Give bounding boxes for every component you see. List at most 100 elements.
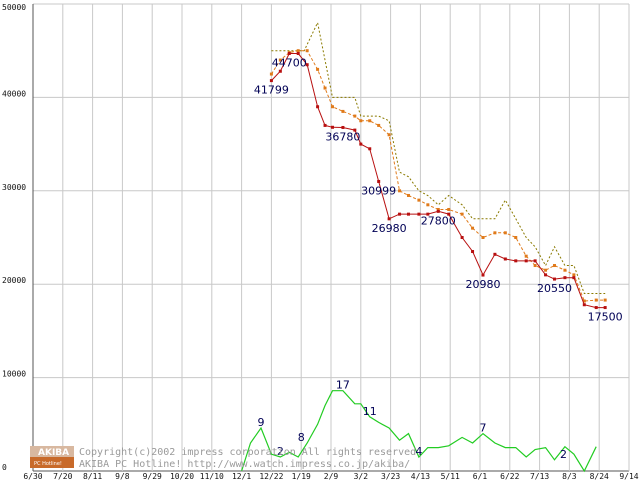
series-avg-point bbox=[447, 207, 451, 211]
series-low-line bbox=[271, 53, 606, 309]
x-tick-label: 12/22 bbox=[259, 472, 283, 480]
series-low-point bbox=[368, 147, 372, 151]
series-low-point bbox=[330, 125, 334, 129]
x-tick-label: 3/23 bbox=[381, 472, 400, 480]
shop-count-label: 8 bbox=[298, 431, 305, 444]
x-tick-label: 12/1 bbox=[232, 472, 251, 480]
x-tick-label: 3/2 bbox=[354, 472, 369, 480]
series-avg-point bbox=[377, 123, 381, 127]
series-low-point bbox=[387, 217, 391, 221]
price-label: 27800 bbox=[421, 214, 456, 227]
series-avg-point bbox=[278, 58, 282, 62]
series-low-point bbox=[514, 259, 518, 263]
price-label: 17500 bbox=[588, 311, 623, 324]
series-low-point bbox=[481, 273, 485, 277]
site-url-text: AKIBA PC Hotline! http://www.watch.impre… bbox=[79, 459, 410, 470]
x-tick-label: 6/1 bbox=[473, 472, 488, 480]
series-lines bbox=[241, 21, 607, 473]
series-low-point bbox=[524, 259, 528, 263]
price-label: 26980 bbox=[372, 222, 407, 235]
y-tick-label: 20000 bbox=[2, 276, 26, 285]
series-avg-point bbox=[330, 105, 334, 109]
x-tick-label: 9/29 bbox=[143, 472, 162, 480]
price-label: 36780 bbox=[325, 130, 360, 143]
series-low-point bbox=[582, 303, 586, 307]
series-avg-point bbox=[406, 193, 410, 197]
series-avg-point bbox=[417, 198, 421, 202]
series-avg-point bbox=[594, 298, 598, 302]
series-avg-point bbox=[269, 72, 273, 76]
series-low-point bbox=[287, 52, 291, 56]
series-avg-line bbox=[270, 50, 606, 302]
series-low-point bbox=[417, 212, 421, 216]
x-axis-ticks: 6/30 7/20 8/11 9/8 9/29 10/20 11/10 12/1 12/22 1/… bbox=[23, 472, 638, 480]
series-low-point bbox=[572, 276, 576, 280]
series-avg-point bbox=[426, 203, 430, 207]
y-tick-label: 0 bbox=[2, 463, 7, 472]
series-avg-point bbox=[563, 268, 567, 272]
price-label: 41799 bbox=[254, 84, 289, 97]
gridlines bbox=[32, 3, 630, 472]
data-labels: 41799 44700 36780 30999 26980 27800 20980 20550… bbox=[254, 57, 623, 461]
series-avg-point bbox=[603, 298, 607, 302]
series-avg-point bbox=[460, 212, 464, 216]
series-avg-point bbox=[353, 114, 357, 118]
series-avg-point bbox=[296, 49, 300, 53]
y-tick-label: 10000 bbox=[2, 370, 26, 379]
series-low-point bbox=[594, 306, 598, 310]
series-avg-point bbox=[533, 264, 537, 268]
x-tick-label: 6/30 bbox=[23, 472, 42, 480]
x-tick-label: 9/8 bbox=[115, 472, 130, 480]
series-avg-point bbox=[398, 189, 402, 193]
series-low-point bbox=[471, 250, 475, 254]
series-low-point bbox=[533, 259, 537, 263]
series-avg-point bbox=[514, 236, 518, 239]
series-avg-point bbox=[323, 86, 327, 90]
x-tick-label: 6/22 bbox=[500, 472, 519, 480]
series-low-point bbox=[398, 212, 402, 216]
series-avg-point bbox=[471, 226, 475, 230]
series-avg-point bbox=[493, 231, 497, 235]
x-tick-label: 8/11 bbox=[83, 472, 102, 480]
series-avg-point bbox=[305, 49, 309, 53]
series-low-point bbox=[278, 69, 282, 73]
watermark: AKIBA PC Hotline! Copyright(c)2002 impre… bbox=[30, 446, 416, 470]
series-low-point bbox=[493, 252, 497, 256]
series-avg-point bbox=[436, 207, 440, 211]
series-low-point bbox=[316, 105, 320, 109]
series-avg-point bbox=[503, 231, 507, 235]
y-tick-label: 50000 bbox=[2, 3, 26, 12]
akiba-logo: AKIBA PC Hotline! bbox=[30, 446, 74, 468]
series-low-point bbox=[341, 125, 345, 129]
series-avg-point bbox=[359, 119, 363, 123]
series-avg-point bbox=[582, 299, 586, 303]
series-avg-point bbox=[524, 254, 528, 258]
series-low-point bbox=[544, 273, 548, 277]
y-tick-label: 30000 bbox=[2, 183, 26, 192]
shop-count-label: 11 bbox=[363, 405, 377, 418]
series-low-point bbox=[436, 209, 440, 213]
series-low-point bbox=[460, 236, 464, 239]
series-avg-point bbox=[572, 273, 576, 277]
series-low-point bbox=[269, 79, 273, 83]
series-low-point bbox=[426, 212, 430, 216]
series-low-point bbox=[553, 277, 556, 281]
series-low-point bbox=[563, 276, 567, 280]
series-avg-point bbox=[544, 268, 548, 272]
y-tick-label: 40000 bbox=[2, 89, 26, 98]
series-low-point bbox=[353, 128, 357, 132]
price-label: 30999 bbox=[361, 184, 396, 197]
logo-bottom-text: PC Hotline! bbox=[34, 461, 62, 467]
x-tick-label: 10/20 bbox=[170, 472, 194, 480]
series-avg-point bbox=[316, 67, 320, 71]
x-tick-label: 9/14 bbox=[619, 472, 638, 480]
x-tick-label: 1/19 bbox=[292, 472, 311, 480]
series-avg-point bbox=[368, 119, 372, 123]
price-label: 20980 bbox=[465, 278, 500, 291]
shop-count-label: 9 bbox=[257, 416, 264, 429]
series-shops-line bbox=[241, 390, 597, 473]
shop-count-label: 4 bbox=[415, 445, 422, 458]
x-tick-label: 8/24 bbox=[590, 472, 609, 480]
series-low-point bbox=[323, 123, 327, 127]
